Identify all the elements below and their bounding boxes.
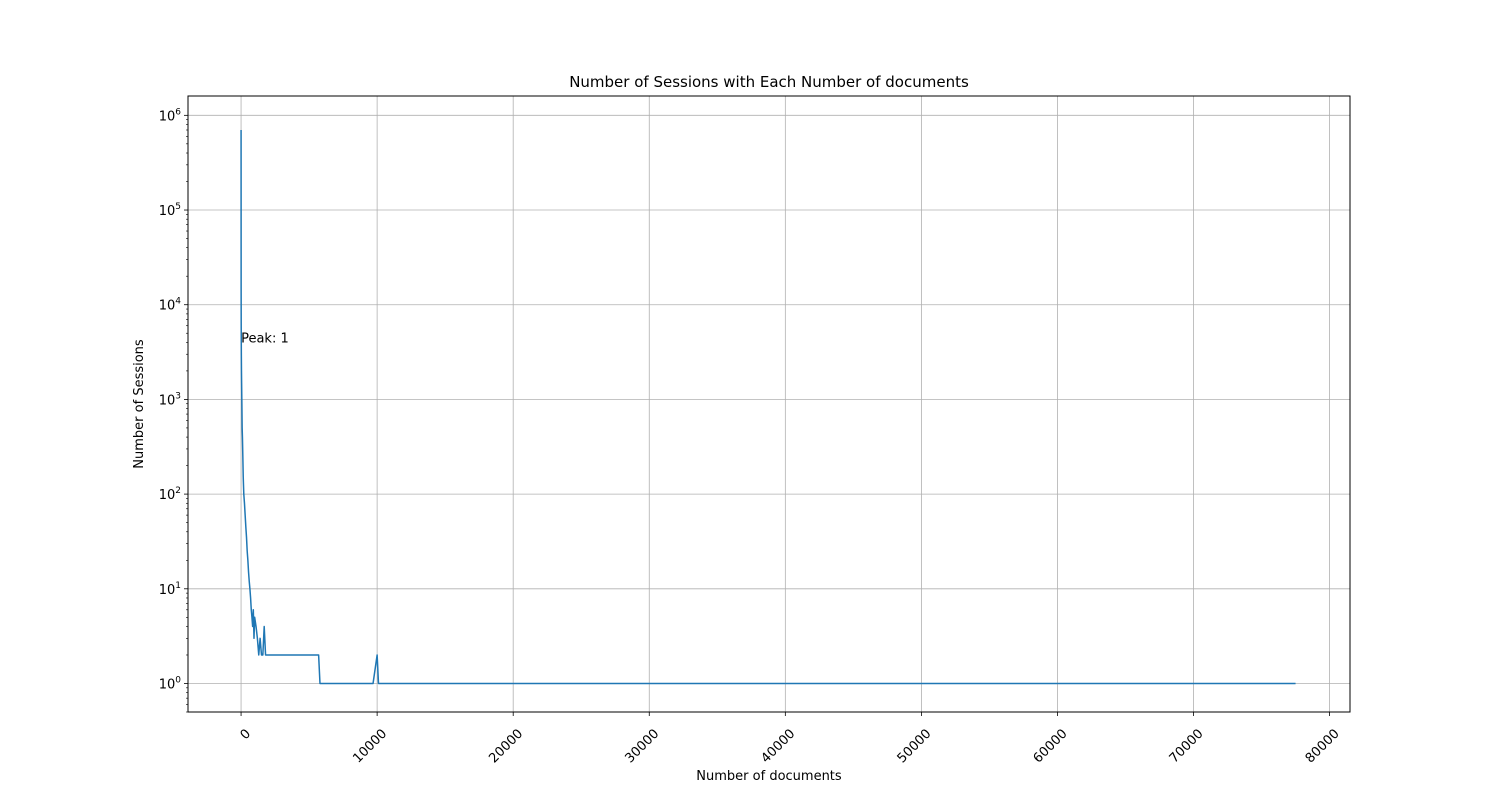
x-axis-label: Number of documents — [696, 769, 842, 784]
y-tick-label-exponent: 4 — [175, 297, 181, 307]
y-tick-label-exponent: 6 — [175, 107, 181, 117]
y-tick-label-exponent: 0 — [175, 675, 181, 685]
y-tick-label: 101 — [159, 581, 181, 598]
y-tick-label: 105 — [159, 202, 181, 219]
y-tick-label-exponent: 2 — [175, 486, 181, 496]
y-tick-label-base: 10 — [159, 109, 176, 124]
y-tick-label: 106 — [159, 107, 182, 124]
peak-annotation: Peak: 1 — [241, 331, 289, 346]
y-tick-label-base: 10 — [159, 299, 176, 314]
y-tick-label-base: 10 — [159, 583, 176, 598]
y-tick-label-base: 10 — [159, 393, 176, 408]
y-tick-label-base: 10 — [159, 677, 176, 692]
y-tick-label-exponent: 3 — [175, 391, 181, 401]
y-tick-label-exponent: 5 — [175, 202, 181, 212]
y-tick-label-base: 10 — [159, 488, 176, 503]
y-tick-label: 100 — [159, 675, 182, 692]
y-tick-label-exponent: 1 — [175, 581, 181, 591]
y-tick-label-base: 10 — [159, 204, 176, 219]
chart-title: Number of Sessions with Each Number of d… — [569, 73, 969, 91]
y-tick-label: 103 — [159, 391, 181, 408]
series-line — [240, 129, 1296, 685]
plot-area — [240, 129, 1296, 685]
y-axis-label: Number of Sessions — [132, 339, 147, 469]
y-tick-label: 104 — [159, 297, 182, 314]
y-tick-label: 102 — [159, 486, 181, 503]
